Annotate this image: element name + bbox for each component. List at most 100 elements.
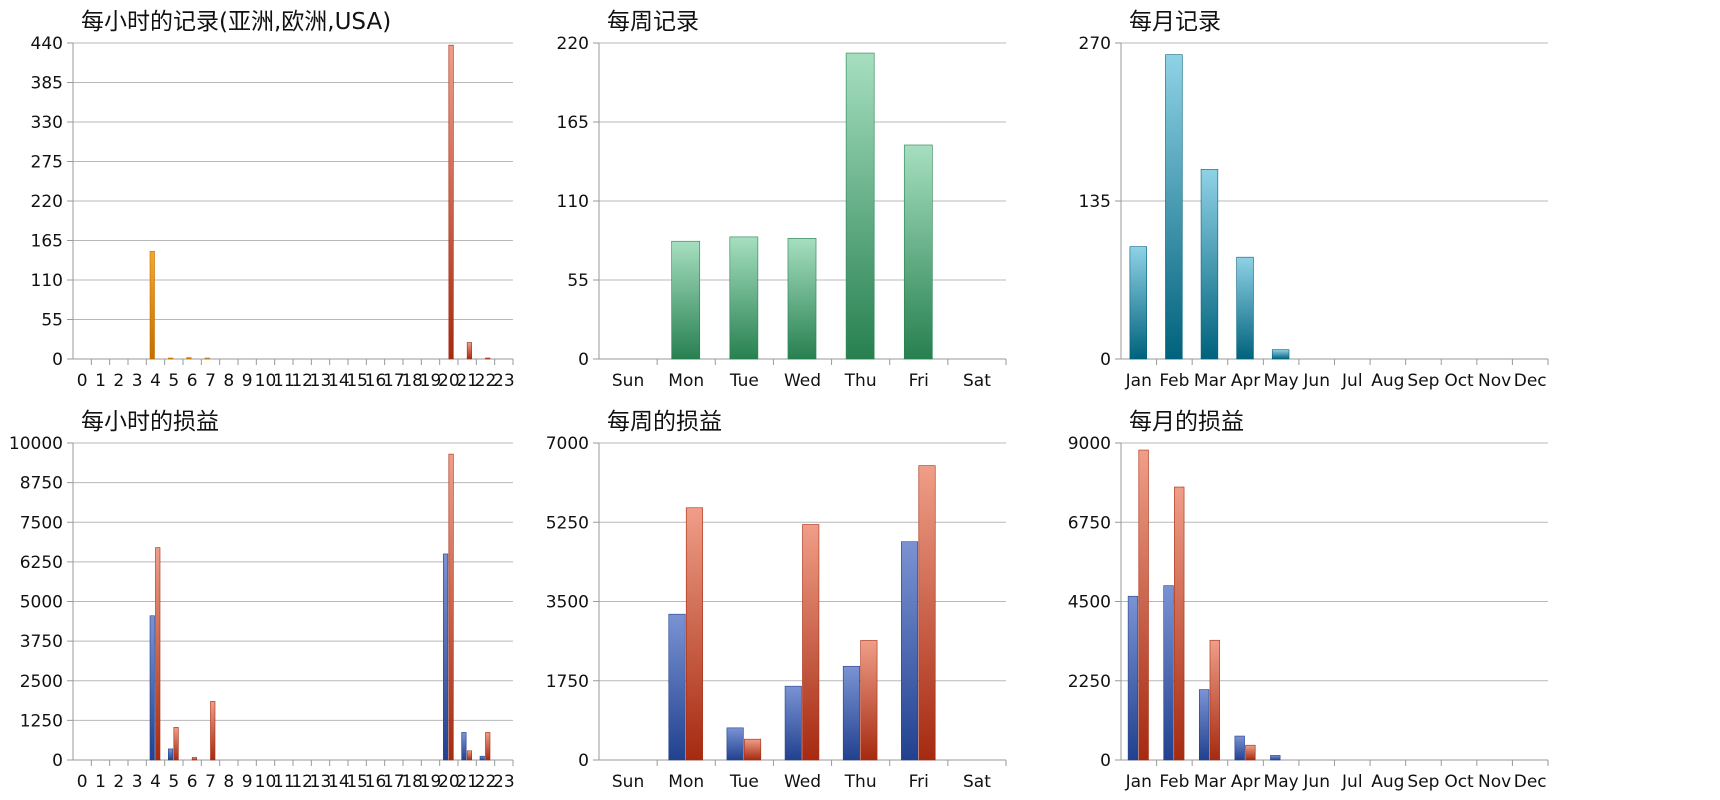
x-tick-label: Jul <box>1341 772 1363 792</box>
x-tick-label: 14 <box>328 772 350 792</box>
y-tick-label: 3500 <box>546 593 589 613</box>
x-tick-label: 5 <box>168 371 179 391</box>
x-tick-label: 23 <box>493 772 515 792</box>
x-tick-label: May <box>1264 371 1299 391</box>
bar <box>448 44 454 360</box>
bar <box>149 250 155 360</box>
x-tick-label: 2 <box>113 371 124 391</box>
x-tick-label: 22 <box>475 772 497 792</box>
x-tick-label: Sep <box>1407 371 1439 391</box>
y-tick-label: 0 <box>52 350 63 370</box>
x-tick-label: 3 <box>132 772 143 792</box>
x-tick-label: Oct <box>1444 772 1474 792</box>
x-tick-label: Jan <box>1125 371 1152 391</box>
chart-panel-0: 每小时的记录(亚洲,欧洲,USA)05511016522027533038544… <box>31 9 515 391</box>
bar <box>1270 755 1281 761</box>
x-tick-label: 21 <box>456 772 478 792</box>
x-tick-label: 8 <box>223 772 234 792</box>
bar <box>461 732 467 761</box>
x-tick-label: 4 <box>150 371 161 391</box>
x-tick-label: Dec <box>1514 371 1547 391</box>
bar <box>204 357 210 360</box>
x-tick-label: 13 <box>310 371 332 391</box>
y-tick-label: 0 <box>1100 350 1111 370</box>
bar <box>173 727 179 761</box>
x-tick-label: 16 <box>365 772 387 792</box>
x-tick-label: 7 <box>205 772 216 792</box>
y-tick-label: 0 <box>578 751 589 771</box>
chart-panel-1: 每周记录 0 55 110 165 220 Sun Mon Tue Wed Thu Fri Sat <box>557 9 1007 391</box>
bar <box>1209 639 1220 761</box>
y-tick-label: 110 <box>31 271 63 291</box>
y-tick-label: 330 <box>31 113 63 133</box>
x-tick-label: 6 <box>187 772 198 792</box>
x-tick-label: Apr <box>1231 772 1260 792</box>
bar <box>149 615 155 761</box>
x-tick-label: 15 <box>346 772 368 792</box>
x-tick-label: 8 <box>223 371 234 391</box>
x-tick-label: Aug <box>1371 371 1404 391</box>
bar <box>1198 689 1210 761</box>
x-tick-label: Feb <box>1159 772 1189 792</box>
x-tick-label: Sun <box>612 371 644 391</box>
bar <box>784 685 802 761</box>
y-tick-label: 6750 <box>1068 513 1111 533</box>
x-tick-label: Thu <box>844 371 877 391</box>
bar <box>1200 169 1219 360</box>
bar <box>842 665 860 761</box>
y-tick-label: 110 <box>557 192 589 212</box>
bar <box>1234 735 1245 761</box>
x-tick-label: 20 <box>438 772 460 792</box>
x-tick-label: 5 <box>168 772 179 792</box>
x-tick-label: 18 <box>401 772 423 792</box>
bar <box>1127 595 1139 761</box>
y-tick-label: 275 <box>31 153 63 173</box>
bar <box>1163 585 1174 761</box>
x-tick-label: 21 <box>456 371 478 391</box>
x-tick-label: 9 <box>242 371 253 391</box>
bar <box>479 755 485 761</box>
x-tick-label: 22 <box>475 371 497 391</box>
x-tick-label: Wed <box>784 371 821 391</box>
y-tick-label: 55 <box>41 311 63 331</box>
chart-panel-5: 每月的损益 0 2250 4500 6750 9000 Jan Feb Mar Apr May Jun… <box>1068 409 1549 792</box>
bar <box>903 144 933 360</box>
x-tick-label: Thu <box>844 772 877 792</box>
chart-panel-2: 每月记录 0 135 270 Jan Feb Mar Apr May Jun Jul Aug Sep Oc… <box>1079 9 1549 391</box>
y-tick-label: 165 <box>31 232 63 252</box>
y-tick-label: 440 <box>31 34 63 54</box>
bar <box>155 547 161 761</box>
x-tick-label: Sat <box>963 371 991 391</box>
x-tick-label: 9 <box>242 772 253 792</box>
bar <box>443 553 449 761</box>
bar <box>802 524 820 761</box>
x-tick-label: 12 <box>291 371 313 391</box>
y-tick-label: 5000 <box>20 593 63 613</box>
bar <box>787 238 817 360</box>
x-tick-label: Jun <box>1302 371 1330 391</box>
x-tick-label: Nov <box>1478 772 1511 792</box>
x-tick-label: Mar <box>1194 772 1226 792</box>
x-tick-label: 0 <box>77 772 88 792</box>
x-tick-label: 0 <box>77 371 88 391</box>
bar <box>1271 349 1290 360</box>
bar <box>210 701 216 761</box>
y-tick-label: 135 <box>1079 192 1111 212</box>
chart-title: 每周的损益 <box>607 409 722 435</box>
x-tick-label: Jun <box>1302 772 1330 792</box>
bar <box>168 748 174 761</box>
x-tick-label: 2 <box>113 772 124 792</box>
x-tick-label: Aug <box>1371 772 1404 792</box>
y-tick-label: 0 <box>578 350 589 370</box>
y-tick-label: 5250 <box>546 513 589 533</box>
bar <box>668 613 686 761</box>
x-tick-label: Feb <box>1159 371 1189 391</box>
x-tick-label: 12 <box>291 772 313 792</box>
bar <box>186 357 192 360</box>
x-tick-label: 13 <box>310 772 332 792</box>
y-tick-label: 3750 <box>20 632 63 652</box>
y-tick-label: 2250 <box>1068 672 1111 692</box>
x-tick-label: 6 <box>187 371 198 391</box>
y-tick-label: 1750 <box>546 672 589 692</box>
